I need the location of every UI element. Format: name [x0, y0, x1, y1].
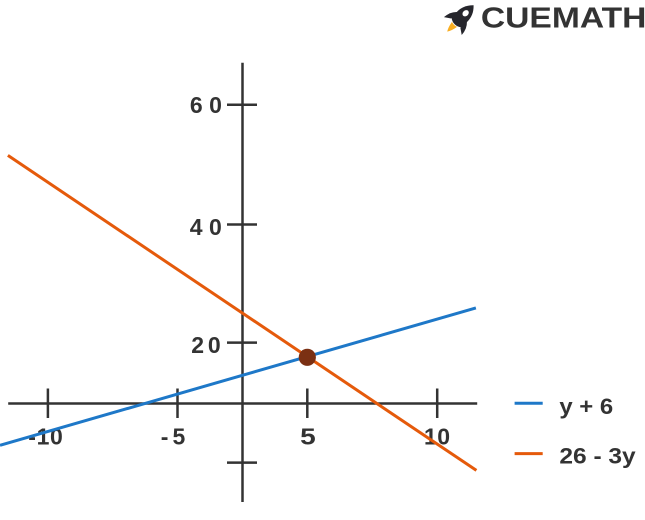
svg-text:5: 5 — [300, 425, 316, 450]
svg-text:CUEMATH: CUEMATH — [481, 1, 645, 33]
svg-text:y + 6: y + 6 — [559, 394, 613, 419]
svg-text:-5: -5 — [161, 424, 186, 450]
svg-text:26 - 3y: 26 - 3y — [559, 443, 636, 468]
